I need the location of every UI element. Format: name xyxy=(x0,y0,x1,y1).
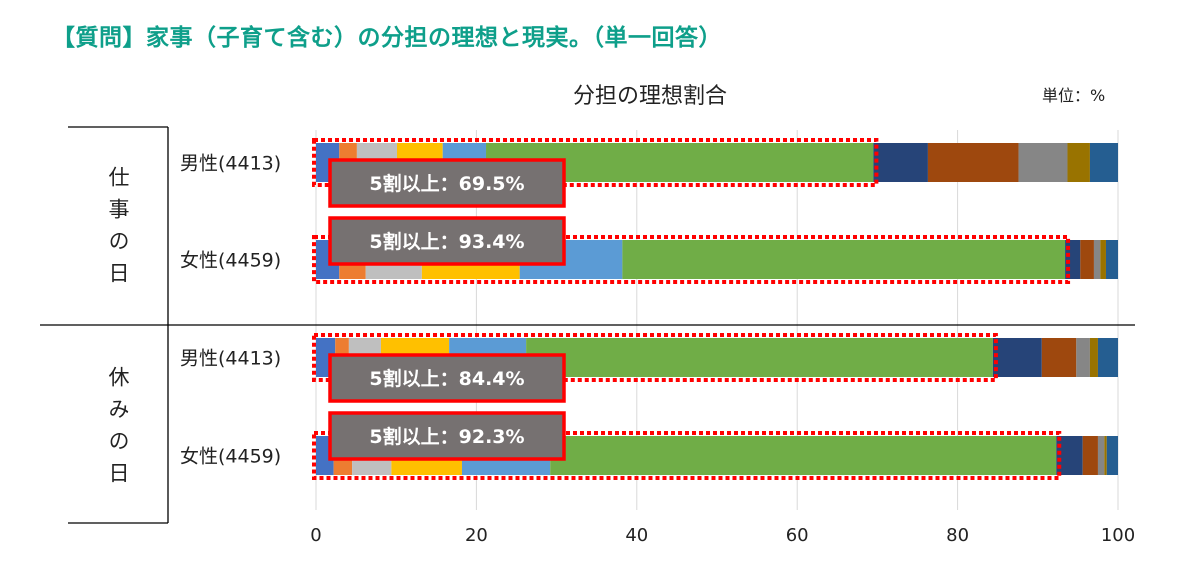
bar-segment xyxy=(1041,338,1077,377)
bar-segment xyxy=(1097,338,1118,377)
bar-segment xyxy=(1018,143,1068,182)
bar-segment xyxy=(1097,436,1105,475)
bar-segment xyxy=(1056,436,1083,475)
question-title: 【質問】家事（子育て含む）の分担の理想と現実。（単一回答） xyxy=(52,25,722,51)
bar-segment xyxy=(526,338,993,377)
group-label-workday: 仕事の日 xyxy=(106,166,130,294)
callout-box xyxy=(328,353,566,403)
callout-label: 5割以上：92.3% xyxy=(369,425,524,448)
bar-segment xyxy=(873,143,928,182)
bar-segment xyxy=(1065,240,1081,279)
bar-segment xyxy=(1104,436,1107,475)
x-tick-label: 100 xyxy=(1101,525,1135,546)
row-label: 男性(4413) xyxy=(180,348,281,370)
x-tick-label: 80 xyxy=(946,525,969,546)
bar-segment xyxy=(550,436,1057,475)
highlight-box xyxy=(312,333,998,382)
bar-segment xyxy=(1105,240,1118,279)
group-label-dayoff: 休みの日 xyxy=(106,366,130,494)
highlight-box xyxy=(312,138,879,187)
highlight-box xyxy=(312,235,1071,284)
callout-box xyxy=(328,216,566,266)
callout-label: 5割以上：84.4% xyxy=(369,367,524,390)
chart-title: 分担の理想割合 xyxy=(572,84,727,109)
x-tick-label: 60 xyxy=(786,525,809,546)
highlight-box xyxy=(312,431,1062,480)
bar-segment xyxy=(622,240,1066,279)
x-tick-label: 0 xyxy=(310,525,321,546)
bar-segment xyxy=(1106,436,1118,475)
bar-segment xyxy=(927,143,1019,182)
x-tick-label: 20 xyxy=(465,525,488,546)
callout-box xyxy=(328,411,566,461)
bar-segment xyxy=(1080,240,1094,279)
bar-segment xyxy=(1076,338,1090,377)
row-label: 男性(4413) xyxy=(180,153,281,175)
bar-segment xyxy=(1093,240,1101,279)
callout-label: 5割以上：93.4% xyxy=(369,230,524,253)
callout-box xyxy=(328,158,566,208)
bar-segment xyxy=(1100,240,1106,279)
bar-segment xyxy=(1089,338,1098,377)
row-label: 女性(4459) xyxy=(180,250,281,272)
bar-segment xyxy=(992,338,1042,377)
x-tick-label: 40 xyxy=(625,525,648,546)
callout-label: 5割以上：69.5% xyxy=(369,172,524,195)
bar-segment xyxy=(1089,143,1118,182)
bar-segment xyxy=(1082,436,1098,475)
bar-segment xyxy=(1067,143,1090,182)
row-label: 女性(4459) xyxy=(180,446,281,468)
unit-label: 単位：% xyxy=(1042,86,1106,105)
